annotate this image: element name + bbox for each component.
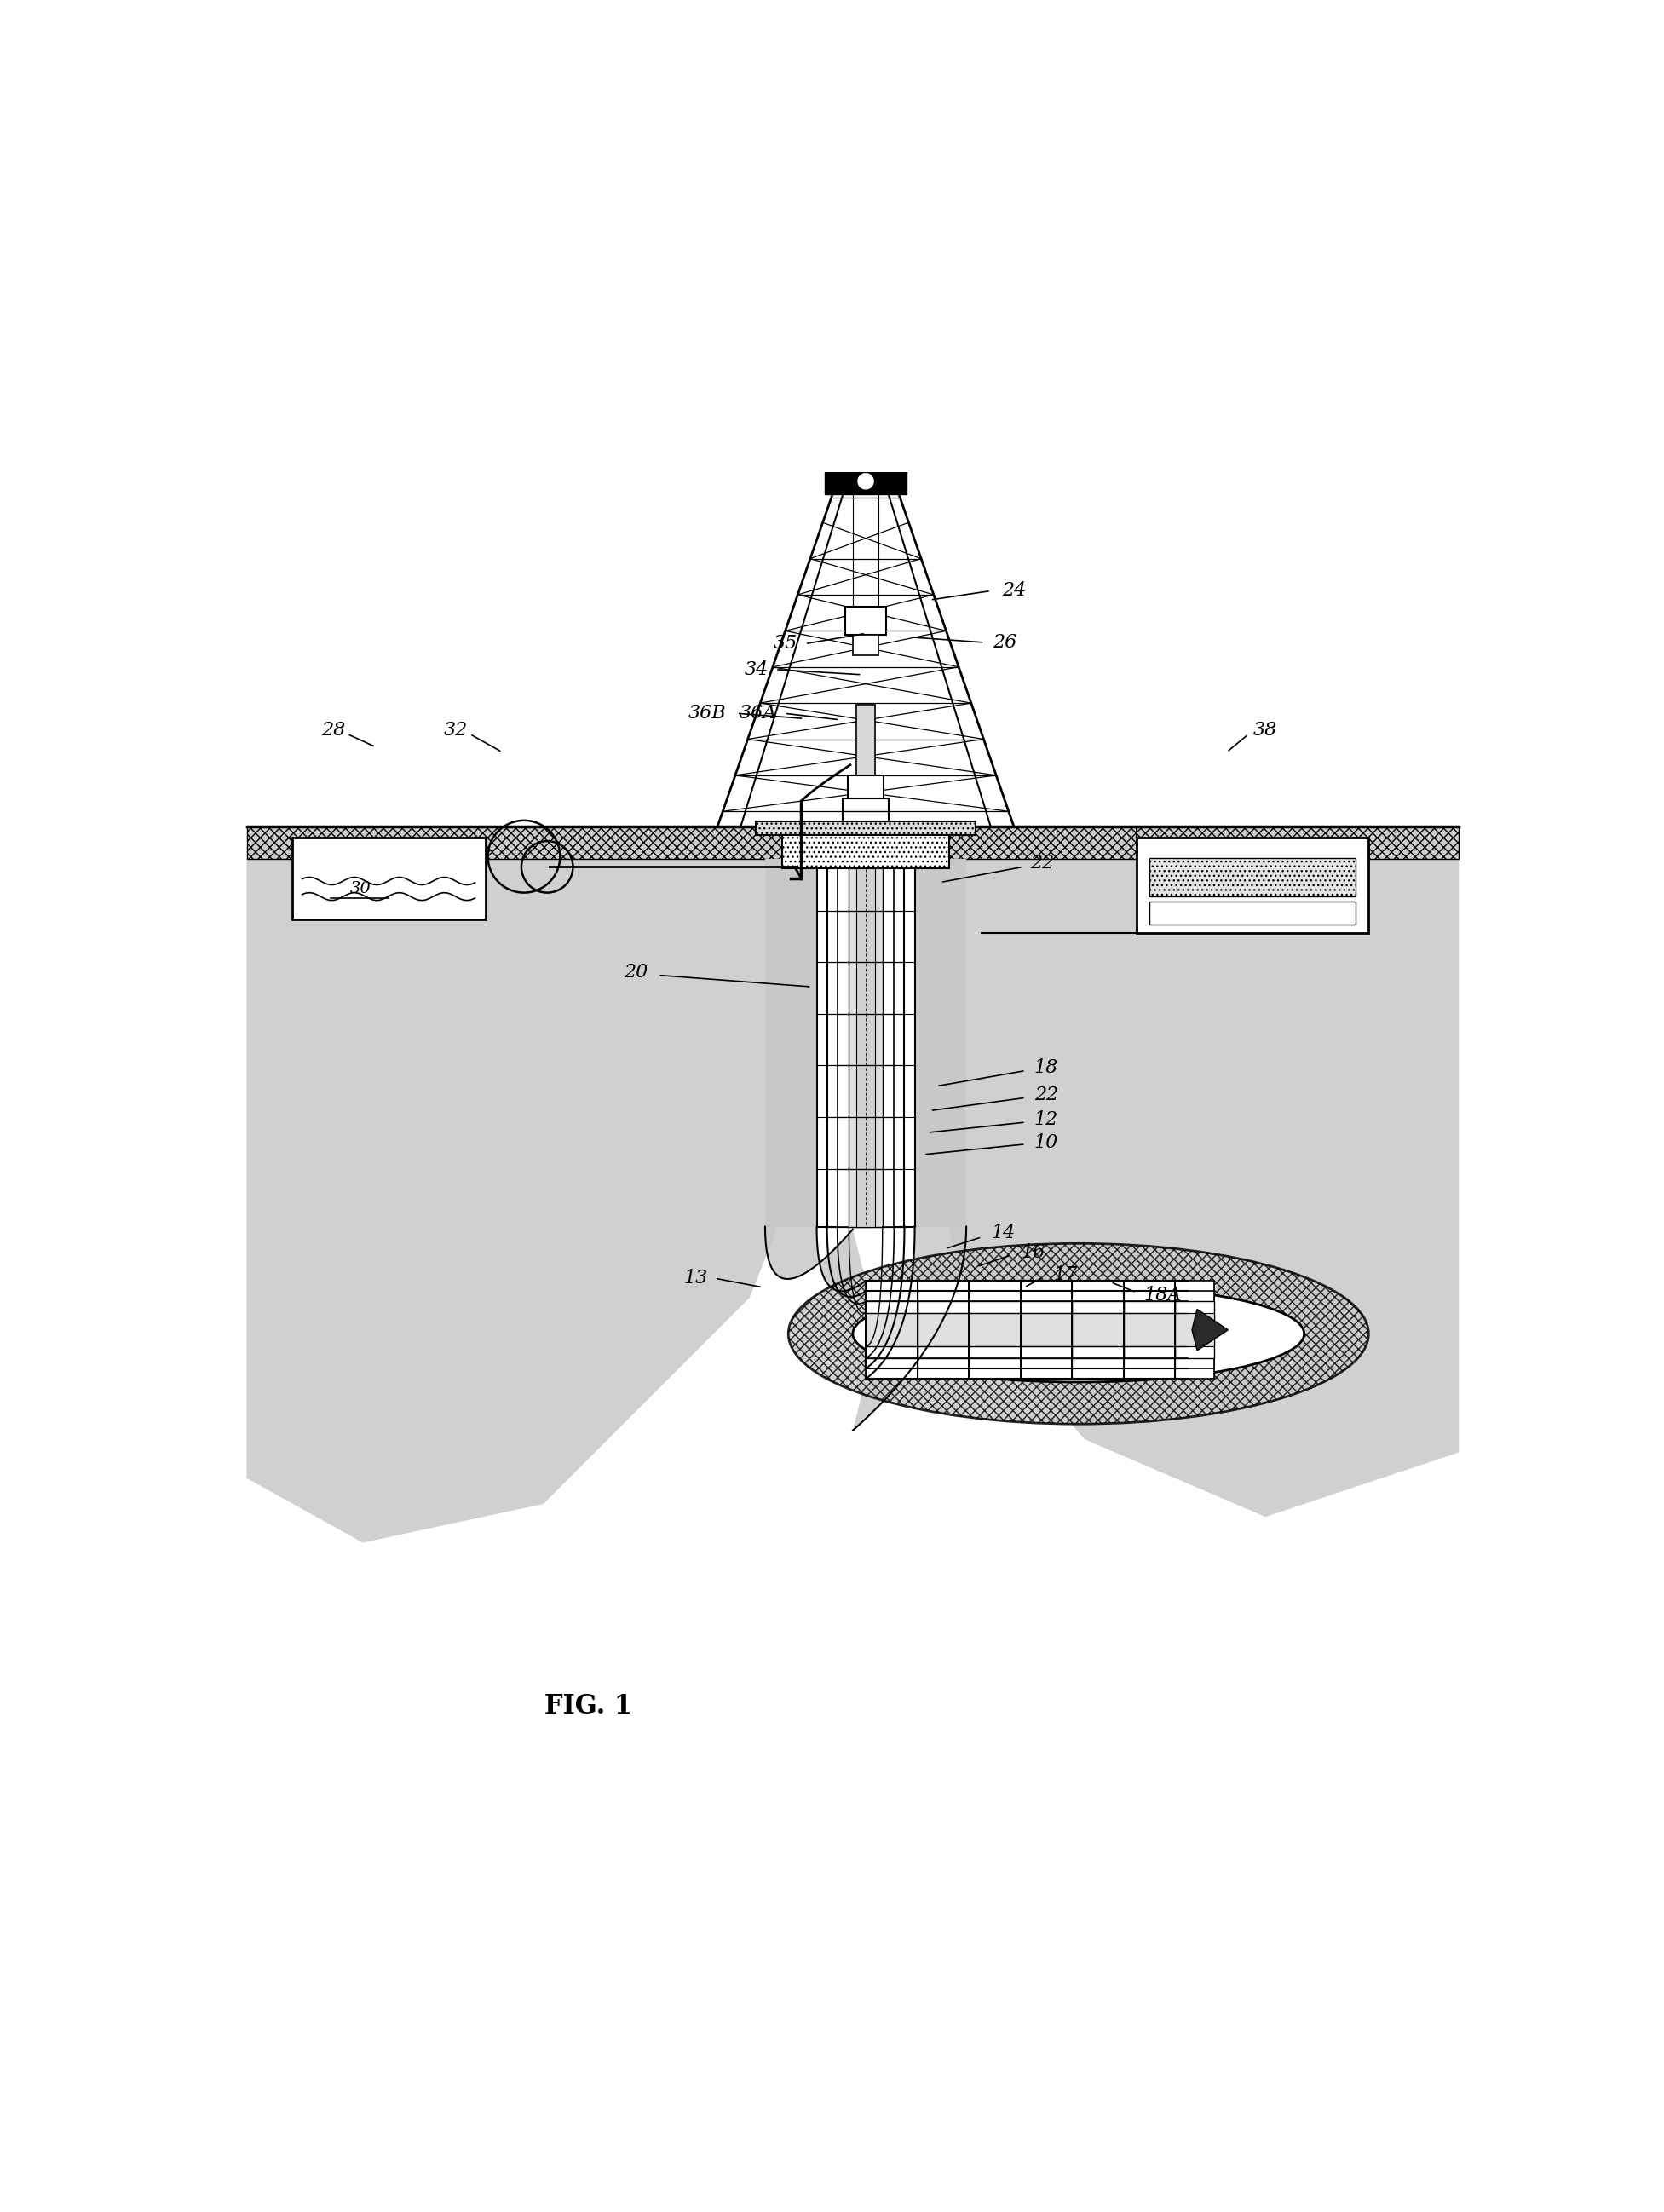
Bar [1020, 1314, 1072, 1347]
Bar [968, 1301, 1020, 1358]
Polygon shape [246, 858, 782, 1542]
Text: 18A: 18A [1143, 1285, 1181, 1305]
Text: 17: 17 [1053, 1265, 1078, 1283]
Polygon shape [765, 1228, 865, 1292]
Bar [857, 703, 875, 774]
Bar [968, 1314, 1020, 1347]
Text: 35: 35 [774, 635, 797, 653]
Circle shape [857, 471, 875, 491]
Bar [1137, 836, 1368, 933]
Text: 28: 28 [321, 721, 344, 739]
Ellipse shape [854, 1285, 1305, 1382]
Bar [1072, 1292, 1123, 1369]
Bar [847, 774, 884, 799]
Bar [865, 1292, 917, 1369]
Text: 36A: 36A [740, 703, 777, 723]
Text: 34: 34 [744, 659, 769, 679]
Text: 20: 20 [624, 962, 649, 982]
Text: 38: 38 [1253, 721, 1278, 739]
Text: 18: 18 [1035, 1060, 1058, 1077]
Text: 14: 14 [992, 1223, 1015, 1243]
Bar [755, 821, 975, 834]
Bar [1150, 902, 1356, 925]
Bar [291, 836, 486, 920]
Text: 22: 22 [1030, 854, 1055, 872]
Bar [1150, 858, 1356, 896]
Text: 22: 22 [1035, 1086, 1058, 1104]
Bar [1175, 1292, 1215, 1369]
Bar [1175, 1301, 1215, 1358]
Bar [845, 606, 887, 635]
Bar [1123, 1314, 1175, 1347]
Bar [917, 1292, 968, 1369]
Bar [842, 799, 889, 821]
Bar [917, 1301, 968, 1358]
Bar [837, 460, 894, 469]
Bar [849, 858, 882, 1228]
Text: 16: 16 [1022, 1243, 1045, 1261]
Ellipse shape [789, 1243, 1368, 1425]
Bar [824, 469, 907, 493]
Bar [865, 1314, 917, 1347]
Bar [1175, 1314, 1215, 1347]
Text: 24: 24 [1002, 582, 1027, 599]
Text: 36B: 36B [689, 703, 726, 723]
Text: 30: 30 [349, 880, 371, 896]
Bar [854, 635, 879, 655]
Polygon shape [854, 1228, 967, 1431]
Polygon shape [765, 858, 817, 1228]
Bar [1072, 1301, 1123, 1358]
Text: FIG. 1: FIG. 1 [544, 1692, 632, 1719]
Bar [857, 858, 875, 1228]
Text: 32: 32 [444, 721, 468, 739]
Text: 12: 12 [1035, 1110, 1058, 1128]
Bar [1175, 1281, 1215, 1378]
Bar [837, 858, 894, 1228]
Text: 13: 13 [684, 1270, 707, 1287]
Bar [827, 858, 905, 1228]
Text: 10: 10 [1035, 1133, 1058, 1152]
Bar [782, 834, 950, 867]
Polygon shape [246, 827, 1459, 858]
Polygon shape [950, 858, 1459, 1517]
Bar [817, 858, 915, 1228]
Polygon shape [1191, 1310, 1228, 1352]
Bar [1020, 1301, 1072, 1358]
Bar [968, 1292, 1020, 1369]
Polygon shape [915, 858, 967, 1228]
Bar [968, 1281, 1020, 1378]
Bar [1020, 1292, 1072, 1369]
Bar [1020, 1281, 1072, 1378]
Bar [1072, 1281, 1123, 1378]
Bar [1123, 1301, 1175, 1358]
Text: 26: 26 [993, 633, 1017, 653]
Bar [865, 1301, 917, 1358]
Bar [917, 1314, 968, 1347]
Bar [865, 1281, 917, 1378]
Bar [917, 1281, 968, 1378]
Bar [1072, 1314, 1123, 1347]
Bar [1123, 1281, 1175, 1378]
Bar [1123, 1292, 1175, 1369]
